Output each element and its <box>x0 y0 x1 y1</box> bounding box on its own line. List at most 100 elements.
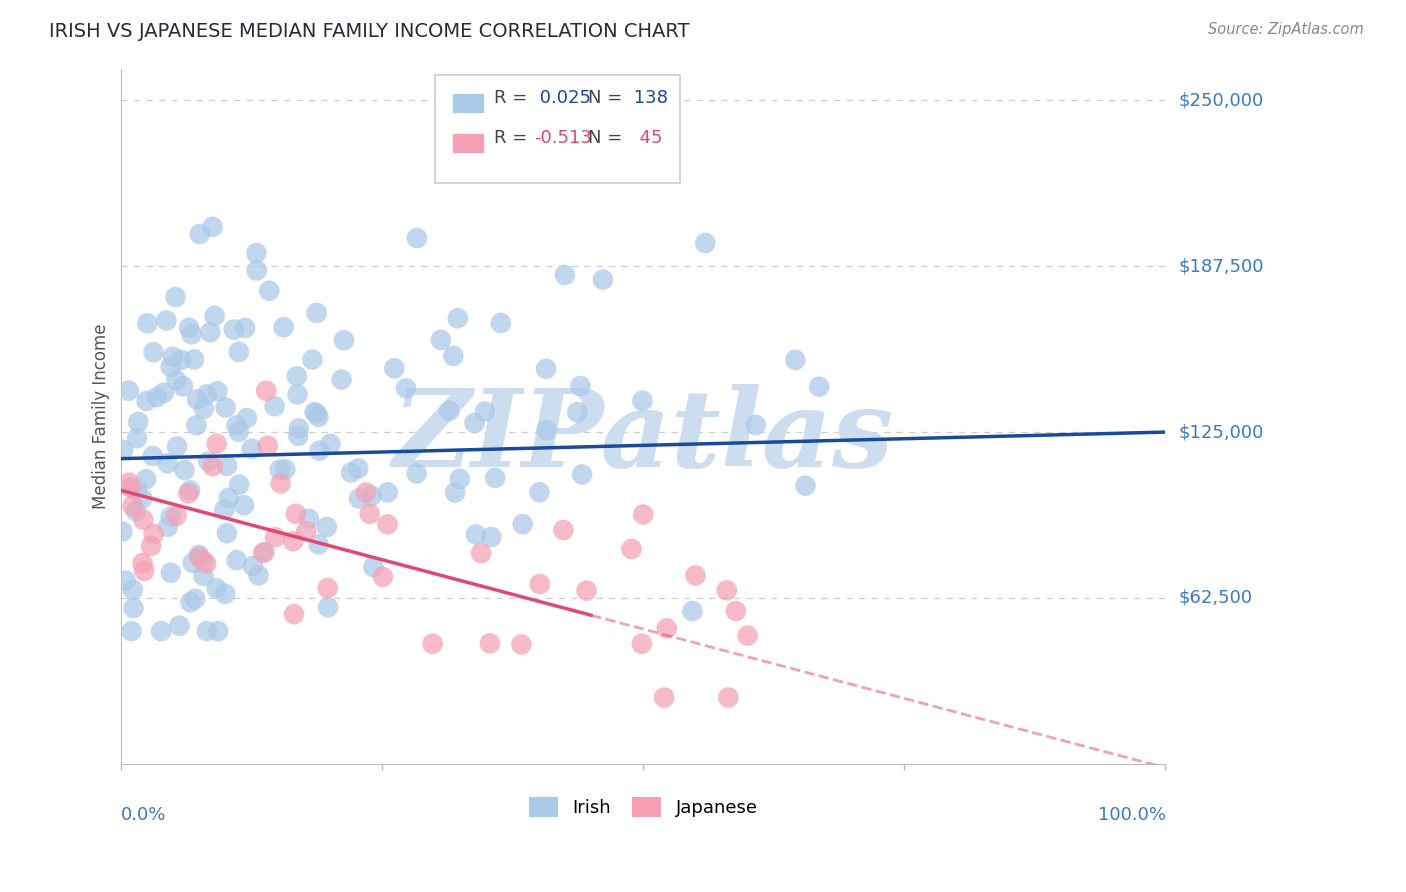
Text: $250,000: $250,000 <box>1180 91 1264 110</box>
Point <box>284 507 307 521</box>
Point <box>195 624 218 639</box>
Point <box>181 556 204 570</box>
Point <box>247 568 270 582</box>
Point <box>114 574 136 588</box>
Point <box>188 550 211 565</box>
Point <box>354 485 377 500</box>
Point <box>536 423 558 437</box>
Point <box>377 485 399 500</box>
Point <box>717 690 740 705</box>
Point <box>553 523 575 537</box>
Point <box>193 569 215 583</box>
Point <box>273 320 295 334</box>
Point <box>159 509 181 524</box>
Y-axis label: Median Family Income: Median Family Income <box>93 324 110 509</box>
Point <box>489 316 512 330</box>
Text: 138: 138 <box>627 89 668 107</box>
Point <box>183 352 205 367</box>
Point <box>377 517 399 532</box>
Point <box>228 477 250 491</box>
Point <box>307 409 329 424</box>
Point <box>430 333 453 347</box>
Point <box>333 334 356 348</box>
Point <box>215 526 238 541</box>
Point <box>681 604 703 618</box>
Point <box>246 263 269 277</box>
Point <box>201 459 224 474</box>
Point <box>575 583 598 598</box>
Point <box>304 405 326 419</box>
Point <box>347 491 370 506</box>
Point <box>567 405 589 419</box>
Point <box>444 485 467 500</box>
Point <box>269 462 291 476</box>
FancyBboxPatch shape <box>453 133 484 153</box>
Point <box>121 582 143 597</box>
Point <box>254 384 277 398</box>
Point <box>685 568 707 582</box>
Point <box>200 325 222 339</box>
Text: $125,000: $125,000 <box>1180 423 1264 442</box>
Point <box>630 637 652 651</box>
Point <box>252 546 274 560</box>
Point <box>131 556 153 570</box>
Point <box>655 621 678 635</box>
FancyBboxPatch shape <box>434 76 679 183</box>
Text: IRISH VS JAPANESE MEDIAN FAMILY INCOME CORRELATION CHART: IRISH VS JAPANESE MEDIAN FAMILY INCOME C… <box>49 22 690 41</box>
Point <box>145 390 167 404</box>
Point <box>153 385 176 400</box>
Point <box>142 527 165 541</box>
Point <box>479 530 502 544</box>
Point <box>201 219 224 234</box>
Point <box>298 511 321 525</box>
Text: $187,500: $187,500 <box>1180 257 1264 276</box>
Point <box>449 472 471 486</box>
Point <box>111 524 134 539</box>
Point <box>405 467 427 481</box>
Point <box>156 456 179 470</box>
Point <box>118 384 141 398</box>
Point <box>359 507 381 521</box>
Point <box>529 577 551 591</box>
Point <box>464 527 486 541</box>
Point <box>571 467 593 482</box>
Point <box>484 471 506 485</box>
Point <box>287 429 309 443</box>
Point <box>160 566 183 580</box>
Point <box>592 272 614 286</box>
Point <box>315 520 337 534</box>
Point <box>285 369 308 384</box>
Point <box>214 503 236 517</box>
Point <box>534 361 557 376</box>
Point <box>204 309 226 323</box>
Point <box>308 443 330 458</box>
FancyBboxPatch shape <box>453 94 484 113</box>
Point <box>233 498 256 512</box>
Point <box>316 581 339 595</box>
Point <box>162 350 184 364</box>
Point <box>631 393 654 408</box>
Text: -0.513: -0.513 <box>534 129 592 147</box>
Point <box>214 587 236 601</box>
Point <box>808 380 831 394</box>
Point <box>263 399 285 413</box>
Point <box>695 235 717 250</box>
Point <box>131 491 153 506</box>
Point <box>135 393 157 408</box>
Point <box>172 379 194 393</box>
Point <box>112 442 135 457</box>
Point <box>620 541 643 556</box>
Point <box>125 504 148 518</box>
Point <box>218 491 240 505</box>
Point <box>166 439 188 453</box>
Point <box>225 553 247 567</box>
Point <box>187 548 209 562</box>
Point <box>245 246 267 260</box>
Point <box>371 570 394 584</box>
Point <box>186 392 208 407</box>
Point <box>207 624 229 639</box>
Point <box>132 513 155 527</box>
Point <box>305 407 328 421</box>
Point <box>360 489 382 503</box>
Text: N =: N = <box>588 89 628 107</box>
